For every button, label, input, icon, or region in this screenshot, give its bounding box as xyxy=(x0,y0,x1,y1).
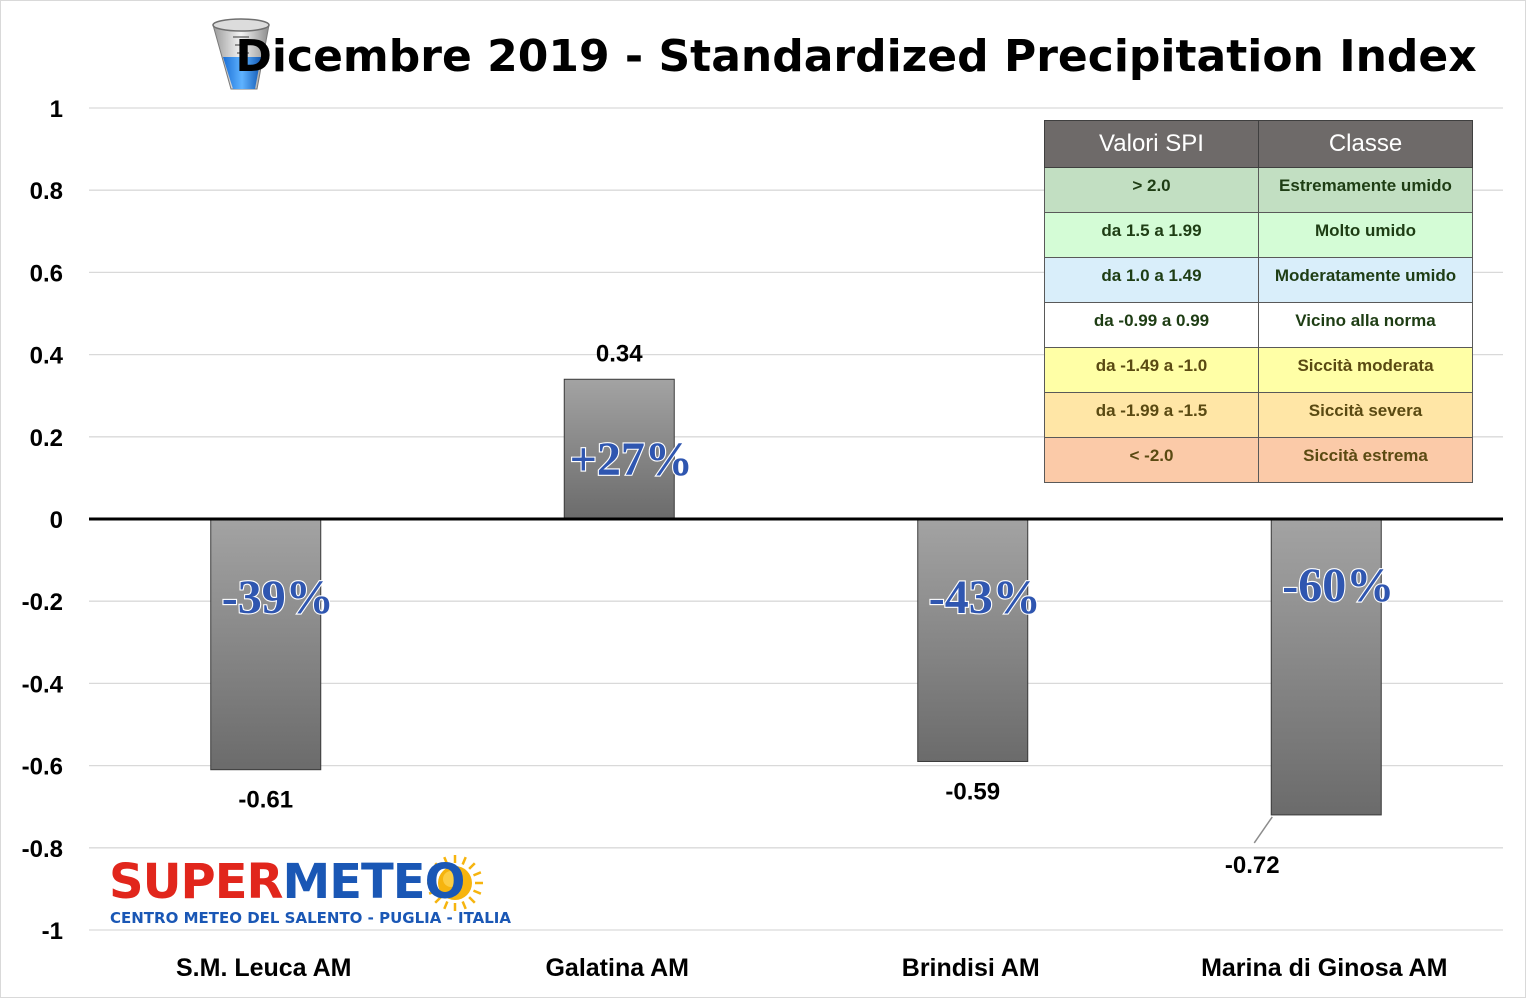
legend-row: da 1.0 a 1.49 Moderatamente umido xyxy=(1044,257,1473,303)
data-label: -0.72 xyxy=(1225,852,1280,879)
sun-ray xyxy=(468,862,476,870)
legend-row: da -0.99 a 0.99 Vicino alla norma xyxy=(1044,302,1473,348)
supermeteo-logo: SUPERMETEO CENTRO METEO DEL SALENTO - PU… xyxy=(109,853,511,933)
legend-row: da 1.5 a 1.99 Molto umido xyxy=(1044,212,1473,258)
data-label: 0.34 xyxy=(596,340,643,367)
bar xyxy=(210,518,322,771)
logo-wordmark: SUPERMETEO xyxy=(109,853,465,911)
x-tick-label: Brindisi AM xyxy=(902,954,1040,982)
bar xyxy=(1270,518,1382,816)
y-tick-label: -1 xyxy=(42,918,63,945)
y-axis-tick-labels: 1 0.8 0.6 0.4 0.2 0 -0.2 -0.4 -0.6 -0.8 -1 xyxy=(22,96,64,945)
sun-ray xyxy=(468,896,476,904)
rain-gauge-icon xyxy=(212,18,270,90)
x-axis-tick-labels: S.M. Leuca AM Galatina AM Brindisi AM Marin… xyxy=(176,954,1447,982)
spi-legend-table: Valori SPI Classe > 2.0 Estremamente umid… xyxy=(1044,120,1473,483)
legend-range-cell: > 2.0 xyxy=(1044,167,1259,213)
legend-class-cell: Estremamente umido xyxy=(1258,167,1473,213)
sun-ray xyxy=(443,900,449,910)
percent-label: -60% xyxy=(1282,559,1394,612)
legend-class-cell: Siccità moderata xyxy=(1258,347,1473,393)
sun-ray xyxy=(428,889,438,895)
bar xyxy=(563,378,675,520)
y-tick-label: -0.2 xyxy=(22,589,63,616)
leader-line xyxy=(1253,816,1273,844)
legend-class-cell: Molto umido xyxy=(1258,212,1473,258)
legend-row: < -2.0 Siccità estrema xyxy=(1044,437,1473,483)
chart-title: Dicembre 2019 - Standardized Precipitati… xyxy=(235,31,1476,82)
percent-label: +27% xyxy=(570,433,693,486)
legend-header-class: Classe xyxy=(1258,120,1473,168)
legend-range-cell: da 1.5 a 1.99 xyxy=(1044,212,1259,258)
sun-ray xyxy=(428,871,438,877)
y-tick-label: 0.4 xyxy=(30,343,64,370)
bars xyxy=(210,378,1382,816)
legend-header-range: Valori SPI xyxy=(1044,120,1259,168)
legend-class-cell: Siccità severa xyxy=(1258,392,1473,438)
percent-labels: -39% +27% -43% -60% xyxy=(221,432,1396,625)
sun-ray xyxy=(461,856,467,866)
percent-label: -39% xyxy=(222,571,334,624)
y-tick-label: 0.8 xyxy=(30,178,63,205)
y-tick-label: -0.6 xyxy=(22,754,63,781)
y-tick-label: 1 xyxy=(50,96,63,123)
y-tick-label: 0 xyxy=(50,507,63,534)
logo-subtitle: CENTRO METEO DEL SALENTO - PUGLIA - ITAL… xyxy=(110,909,512,927)
x-tick-label: Marina di Ginosa AM xyxy=(1201,954,1447,982)
y-tick-label: -0.8 xyxy=(22,836,63,863)
bar xyxy=(917,518,1029,762)
legend-class-cell: Vicino alla norma xyxy=(1258,302,1473,348)
x-tick-label: S.M. Leuca AM xyxy=(176,954,352,982)
legend-class-cell: Siccità estrema xyxy=(1258,437,1473,483)
sun-ray xyxy=(461,900,467,910)
sun-ray xyxy=(443,856,449,866)
legend-row: da -1.99 a -1.5 Siccità severa xyxy=(1044,392,1473,438)
logo-text-super: SUPER xyxy=(109,854,283,910)
y-tick-label: 0.2 xyxy=(30,425,63,452)
legend-range-cell: < -2.0 xyxy=(1044,437,1259,483)
sun-icon xyxy=(427,855,483,911)
data-label: -0.61 xyxy=(238,787,293,814)
legend-header-row: Valori SPI Classe xyxy=(1044,120,1473,168)
legend-range-cell: da -1.49 a -1.0 xyxy=(1044,347,1259,393)
legend-range-cell: da -0.99 a 0.99 xyxy=(1044,302,1259,348)
legend-range-cell: da -1.99 a -1.5 xyxy=(1044,392,1259,438)
percent-label: -43% xyxy=(929,571,1041,624)
legend-class-cell: Moderatamente umido xyxy=(1258,257,1473,303)
sun-ray xyxy=(472,889,482,895)
legend-row: da -1.49 a -1.0 Siccità moderata xyxy=(1044,347,1473,393)
legend-row: > 2.0 Estremamente umido xyxy=(1044,167,1473,213)
y-tick-label: 0.6 xyxy=(30,260,63,287)
legend-range-cell: da 1.0 a 1.49 xyxy=(1044,257,1259,303)
y-tick-label: -0.4 xyxy=(22,671,64,698)
data-labels: -0.61 0.34 -0.59 -0.72 xyxy=(238,340,1279,879)
sun-ray xyxy=(434,862,442,870)
sun-ray xyxy=(472,871,482,877)
data-label: -0.59 xyxy=(945,778,1000,805)
x-tick-label: Galatina AM xyxy=(545,954,689,982)
logo-text-meteo: METEO xyxy=(282,854,465,910)
sun-ray xyxy=(434,896,442,904)
